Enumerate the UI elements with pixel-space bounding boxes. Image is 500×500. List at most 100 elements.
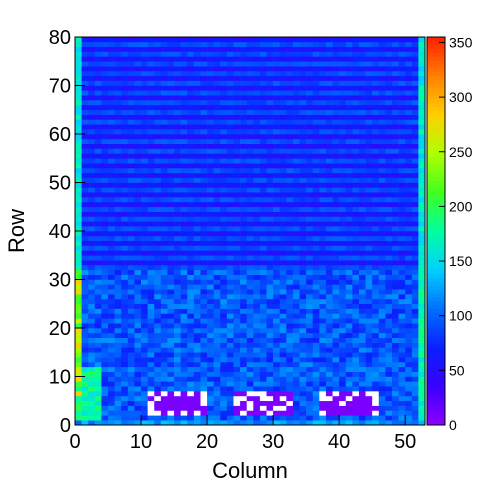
heatmap-cell <box>266 240 274 246</box>
heatmap-cell <box>246 197 254 203</box>
heatmap-cell <box>279 405 287 411</box>
heatmap-cell <box>160 216 168 222</box>
heatmap-cell <box>332 342 340 348</box>
heatmap-cell <box>332 56 340 62</box>
heatmap-cell <box>213 279 221 285</box>
heatmap-cell <box>352 197 360 203</box>
heatmap-cell <box>253 192 261 198</box>
heatmap-cell <box>286 400 294 406</box>
heatmap-cell <box>121 66 129 72</box>
heatmap-cell <box>207 216 214 222</box>
heatmap-cell <box>253 226 261 232</box>
heatmap-cell <box>220 158 228 164</box>
heatmap-cell <box>312 386 320 392</box>
heatmap-cell <box>108 308 115 314</box>
heatmap-cell <box>372 37 380 43</box>
heatmap-cell <box>405 391 413 397</box>
heatmap-cell <box>200 221 208 227</box>
heatmap-cell <box>365 279 373 285</box>
heatmap-cell <box>385 303 393 309</box>
heatmap-cell <box>220 303 228 309</box>
heatmap-cell <box>246 250 254 256</box>
heatmap-cell <box>200 381 208 387</box>
heatmap-cell <box>81 289 89 295</box>
heatmap-cell <box>279 235 287 241</box>
heatmap-cell <box>121 231 129 237</box>
heatmap-cell <box>187 323 195 329</box>
colorbar-segment <box>427 281 445 286</box>
heatmap-cell <box>273 143 281 149</box>
heatmap-cell <box>187 366 195 372</box>
heatmap-cell <box>418 410 426 416</box>
heatmap-cell <box>372 255 380 261</box>
heatmap-cell <box>405 100 413 106</box>
heatmap-cell <box>372 405 380 411</box>
heatmap-cell <box>220 70 228 77</box>
heatmap-cell <box>385 279 393 285</box>
heatmap-cell <box>121 56 129 62</box>
heatmap-cell <box>193 192 201 198</box>
heatmap-cell <box>127 357 135 363</box>
heatmap-cell <box>81 318 89 324</box>
heatmap-cell <box>319 245 327 251</box>
heatmap-cell <box>167 269 175 275</box>
heatmap-cell <box>174 61 181 67</box>
heatmap-cell <box>160 274 168 280</box>
heatmap-cell <box>108 264 115 271</box>
heatmap-cell <box>160 61 168 67</box>
heatmap-cell <box>174 357 181 363</box>
heatmap-cell <box>226 269 234 275</box>
y-tick-label: 80 <box>49 27 71 49</box>
heatmap-cell <box>319 289 327 295</box>
heatmap-cell <box>187 153 195 159</box>
heatmap-cell <box>233 46 241 52</box>
heatmap-cell <box>411 61 419 67</box>
heatmap-cell <box>154 114 162 120</box>
heatmap-cell <box>391 395 399 402</box>
heatmap-cell <box>398 264 406 271</box>
heatmap-cell <box>339 240 347 246</box>
heatmap-cell <box>372 129 380 135</box>
heatmap-cell <box>411 386 419 392</box>
heatmap-cell <box>114 313 122 319</box>
heatmap-cell <box>193 226 201 232</box>
heatmap-cell <box>365 201 373 208</box>
heatmap-cell <box>81 332 89 338</box>
heatmap-cell <box>358 119 366 125</box>
heatmap-cell <box>160 371 168 377</box>
heatmap-cell <box>253 109 261 115</box>
heatmap-cell <box>154 226 162 232</box>
heatmap-cell <box>213 211 221 217</box>
heatmap-cell <box>358 255 366 261</box>
heatmap-cell <box>141 104 148 111</box>
heatmap-cell <box>174 318 181 324</box>
heatmap-cell <box>88 56 96 62</box>
heatmap-cell <box>352 361 360 368</box>
heatmap-cell <box>213 95 221 101</box>
heatmap-cell <box>220 255 228 261</box>
x-axis-ticks: 0 10 20 30 40 50 <box>69 415 416 453</box>
heatmap-cell <box>246 134 254 140</box>
heatmap-cell <box>127 153 135 159</box>
heatmap-cell <box>226 274 234 280</box>
heatmap-cell <box>220 100 228 106</box>
heatmap-cell <box>312 163 320 169</box>
heatmap-cell <box>259 328 267 334</box>
heatmap-cell <box>233 177 241 183</box>
heatmap-cell <box>187 100 195 106</box>
heatmap-cell <box>233 37 241 43</box>
heatmap-cell <box>226 294 234 300</box>
heatmap-cell <box>226 61 234 67</box>
heatmap-cell <box>286 391 294 397</box>
heatmap-cell <box>75 187 82 193</box>
heatmap-cell <box>160 206 168 212</box>
heatmap-cell <box>358 134 366 140</box>
heatmap-cell <box>253 216 261 222</box>
heatmap-cell <box>385 201 393 208</box>
heatmap-cell <box>411 274 419 280</box>
heatmap-cell <box>259 109 267 115</box>
heatmap-cell <box>160 158 168 164</box>
heatmap-cell <box>253 318 261 324</box>
heatmap-cell <box>207 284 214 290</box>
heatmap-cell <box>75 221 82 227</box>
